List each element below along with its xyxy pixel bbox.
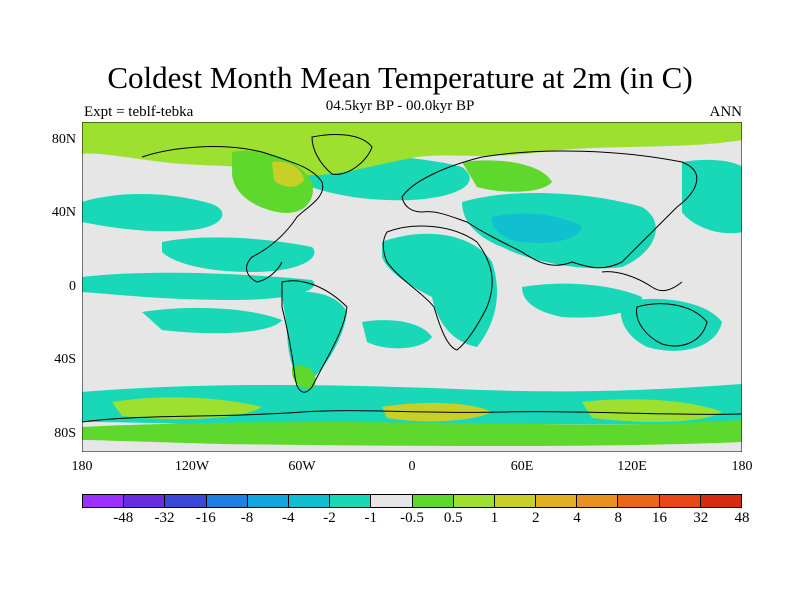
field-indian-ocean: [522, 283, 642, 318]
negative-anomaly-fields: [82, 155, 742, 425]
colorbar-label: -2: [323, 510, 336, 526]
lat-label: 0: [69, 279, 76, 294]
plot-title: Coldest Month Mean Temperature at 2m (in…: [107, 60, 693, 95]
lon-label: 120W: [174, 459, 210, 474]
field-antarctica: [82, 420, 742, 446]
field-eq-pacific: [82, 272, 315, 300]
colorbar-box: [124, 495, 166, 507]
colorbar-label: -4: [282, 510, 295, 526]
colorbar-label: -32: [154, 510, 175, 526]
lat-label: 40N: [51, 205, 76, 220]
lon-label: 180: [71, 459, 93, 474]
colorbar-label: 1: [490, 510, 499, 526]
field-s-america-south: [292, 365, 316, 389]
colorbar-box: [412, 495, 454, 507]
map-panel: [82, 122, 742, 452]
field-africa: [382, 233, 497, 347]
coast-australia: [636, 303, 708, 347]
coast-se-asia: [601, 271, 683, 292]
colorbar-box: [618, 495, 660, 507]
colorbar-box: [165, 495, 207, 507]
coast-s-america: [281, 280, 348, 393]
coastlines: [82, 133, 742, 423]
lon-label: 120E: [617, 459, 647, 474]
lon-label: 180: [731, 459, 753, 474]
colorbar-label: -16: [195, 510, 216, 526]
lat-label: 80N: [51, 132, 76, 147]
colorbar-label: 0.5: [443, 510, 463, 526]
plot-subtitle: 04.5kyr BP - 00.0kyr BP: [325, 98, 475, 114]
field-antarctic-3: [582, 399, 722, 422]
colorbar-label: -8: [240, 510, 254, 526]
colorbar-label: 8: [614, 510, 623, 526]
colorbar-box: [206, 495, 248, 507]
colorbar-box: [83, 495, 125, 507]
colorbar-box: [494, 495, 537, 507]
lat-label: 40S: [54, 352, 76, 367]
colorbar-label: 48: [734, 510, 750, 526]
colorbar-label: 2: [532, 510, 540, 526]
lon-label: 0: [408, 459, 416, 474]
season-label: ANN: [709, 104, 743, 120]
lon-label: 60E: [510, 459, 534, 474]
coast-eurasia: [401, 150, 698, 269]
colorbar-label: 4: [573, 510, 581, 526]
colorbar-box: [288, 495, 331, 507]
colorbar-box: [453, 495, 495, 507]
field-hudson: [272, 161, 304, 187]
field-australia: [620, 298, 722, 351]
field-n-pacific: [82, 193, 223, 232]
positive-anomaly-fields: [82, 122, 742, 446]
lon-label: 60W: [288, 459, 316, 474]
coast-greenland: [311, 133, 373, 175]
field-asia-core: [491, 213, 582, 244]
field-siberia: [462, 160, 552, 192]
colorbar-label: 16: [652, 510, 667, 526]
colorbar-box: [330, 495, 372, 507]
colorbar-label: 32: [693, 510, 709, 526]
lat-label: 80S: [54, 426, 76, 441]
colorbar-box: [577, 495, 619, 507]
colorbar-label: -0.5: [400, 510, 424, 526]
colorbar-box: [371, 495, 413, 507]
colorbar: [82, 494, 742, 508]
colorbar-box: [247, 495, 289, 507]
field-s-atlantic: [362, 320, 432, 349]
colorbar-box: [700, 495, 741, 507]
field-antarctic-1: [112, 397, 262, 420]
field-s-america: [282, 292, 347, 384]
coast-africa: [382, 225, 493, 351]
experiment-label: Expt = teblf-tebka: [84, 104, 194, 120]
field-n-pacific-east: [162, 237, 315, 272]
colorbar-label: -1: [364, 510, 378, 526]
colorbar-box: [659, 495, 701, 507]
colorbar-label: -48: [113, 510, 134, 526]
field-s-pacific: [142, 307, 282, 334]
world-map: [82, 122, 742, 452]
coast-n-america: [141, 146, 324, 283]
colorbar-box: [536, 495, 578, 507]
coast-antarctica: [82, 410, 742, 423]
